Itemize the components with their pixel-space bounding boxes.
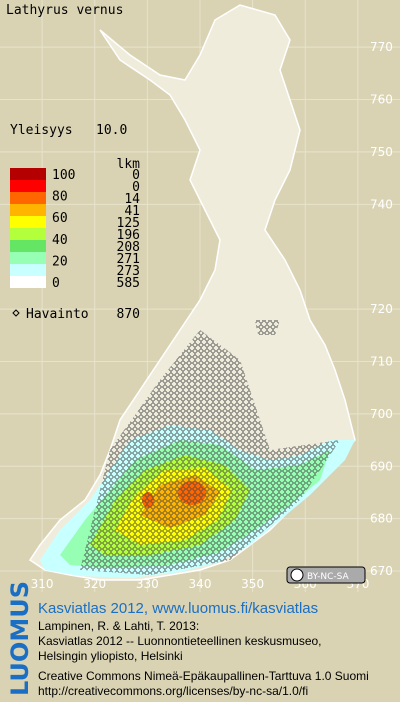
y-tick-label: 690 bbox=[370, 459, 393, 473]
legend-swatch bbox=[10, 204, 46, 216]
legend-swatch bbox=[10, 240, 46, 252]
class-count: 208 bbox=[117, 240, 140, 255]
x-tick-label: 320 bbox=[83, 577, 106, 591]
distribution bbox=[40, 320, 355, 578]
legend-swatch bbox=[10, 252, 46, 264]
scale-label: 60 bbox=[52, 211, 68, 226]
species-title: Lathyrus vernus bbox=[6, 3, 123, 18]
scale-label: 0 bbox=[52, 276, 60, 291]
logo: LUOMUS bbox=[6, 581, 34, 696]
class-count: 41 bbox=[124, 204, 140, 219]
legend-swatch bbox=[10, 264, 46, 276]
observation-symbol bbox=[12, 309, 20, 317]
class-count: 271 bbox=[117, 252, 140, 267]
legend-swatch bbox=[10, 228, 46, 240]
x-tick-label: 310 bbox=[31, 577, 54, 591]
y-tick-label: 760 bbox=[370, 93, 393, 107]
legend-swatch bbox=[10, 216, 46, 228]
scale-label: 100 bbox=[52, 168, 75, 183]
license-line: Creative Commons Nimeä-Epäkaupallinen-Ta… bbox=[38, 669, 369, 683]
count-header: lkm bbox=[117, 157, 141, 172]
scale-label: 80 bbox=[52, 190, 68, 205]
country-outline bbox=[28, 4, 356, 581]
legend-swatch bbox=[10, 192, 46, 204]
x-tick-label: 330 bbox=[136, 577, 159, 591]
legend-swatch bbox=[10, 276, 46, 288]
license-link[interactable]: http://creativecommons.org/licenses/by-n… bbox=[38, 684, 308, 698]
x-tick-label: 350 bbox=[241, 577, 264, 591]
footer bbox=[0, 592, 400, 702]
y-tick-label: 720 bbox=[370, 302, 393, 316]
frequency-value: 10.0 bbox=[96, 123, 127, 138]
y-tick-label: 700 bbox=[370, 407, 393, 421]
y-tick-label: 710 bbox=[370, 354, 393, 368]
class-count: 273 bbox=[117, 264, 140, 279]
frequency-label: Yleisyys bbox=[10, 123, 73, 138]
citation-line: Kasviatlas 2012 -- Luonnontieteellinen k… bbox=[38, 634, 322, 648]
class-count: 0 bbox=[132, 168, 140, 183]
x-tick-label: 340 bbox=[189, 577, 212, 591]
y-tick-label: 670 bbox=[370, 564, 393, 578]
legend-swatch bbox=[10, 180, 46, 192]
class-count: 196 bbox=[117, 228, 140, 243]
class-count: 585 bbox=[117, 276, 140, 291]
class-count: 125 bbox=[117, 216, 140, 231]
y-tick-label: 770 bbox=[370, 40, 393, 54]
class-count: 0 bbox=[132, 180, 140, 195]
observation-count: 870 bbox=[117, 307, 140, 322]
citation-line: Lampinen, R. & Lahti, T. 2013: bbox=[38, 619, 199, 633]
y-tick-label: 740 bbox=[370, 197, 393, 211]
scale-label: 20 bbox=[52, 254, 68, 269]
observation-label: Havainto bbox=[26, 307, 89, 322]
y-tick-label: 750 bbox=[370, 145, 393, 159]
license-badge-text: BY-NC-SA bbox=[307, 572, 350, 582]
citation-line: Helsingin yliopisto, Helsinki bbox=[38, 649, 183, 663]
y-tick-label: 680 bbox=[370, 512, 393, 526]
scale-label: 40 bbox=[52, 233, 68, 248]
class-count: 14 bbox=[124, 192, 140, 207]
legend-swatch bbox=[10, 168, 46, 180]
license-badge bbox=[286, 566, 366, 584]
atlas-link[interactable]: Kasviatlas 2012, www.luomus.fi/kasviatla… bbox=[38, 600, 318, 617]
cc-icon bbox=[290, 568, 304, 582]
